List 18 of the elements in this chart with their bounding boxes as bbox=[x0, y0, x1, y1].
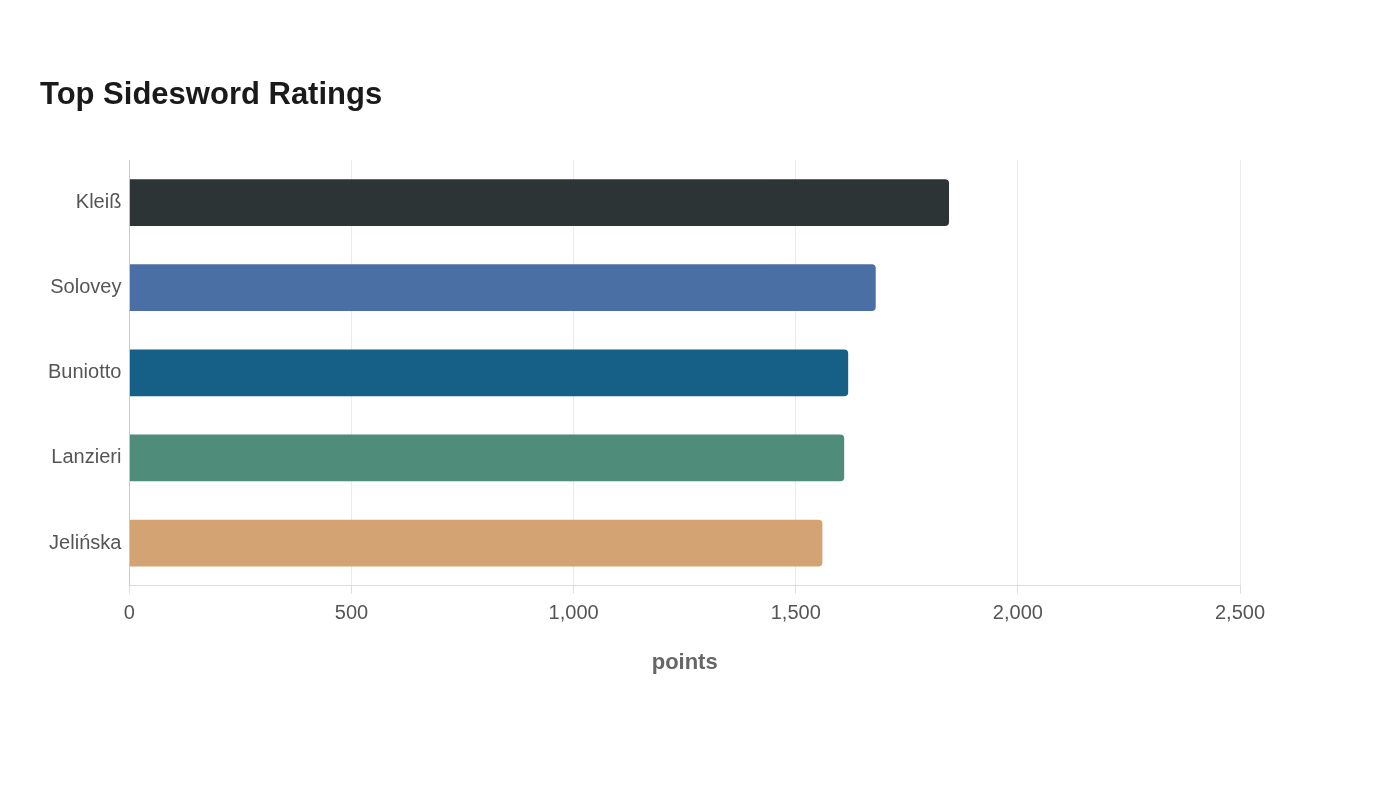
x-axis-title: points bbox=[651, 648, 718, 674]
chart-title: Top Sidesword Ratings bbox=[40, 76, 383, 112]
y-tick-label: Buniotto bbox=[48, 360, 122, 383]
y-tick-label: Kleiß bbox=[75, 190, 122, 213]
bar bbox=[129, 519, 823, 567]
x-tick-label: 1,500 bbox=[770, 601, 821, 624]
y-tick-label: Jelińska bbox=[49, 530, 123, 553]
x-tick-label: 500 bbox=[334, 601, 369, 624]
y-tick-label: Solovey bbox=[50, 275, 122, 298]
x-tick-label: 1,000 bbox=[548, 601, 599, 624]
x-tick-label: 2,000 bbox=[992, 601, 1043, 624]
x-tick-label: 0 bbox=[123, 601, 135, 624]
y-tick-label: Lanzieri bbox=[51, 445, 122, 468]
bar bbox=[129, 179, 950, 226]
bar bbox=[129, 349, 849, 397]
x-tick-label: 2,500 bbox=[1214, 601, 1266, 624]
bar bbox=[129, 264, 876, 312]
bar bbox=[129, 434, 845, 482]
